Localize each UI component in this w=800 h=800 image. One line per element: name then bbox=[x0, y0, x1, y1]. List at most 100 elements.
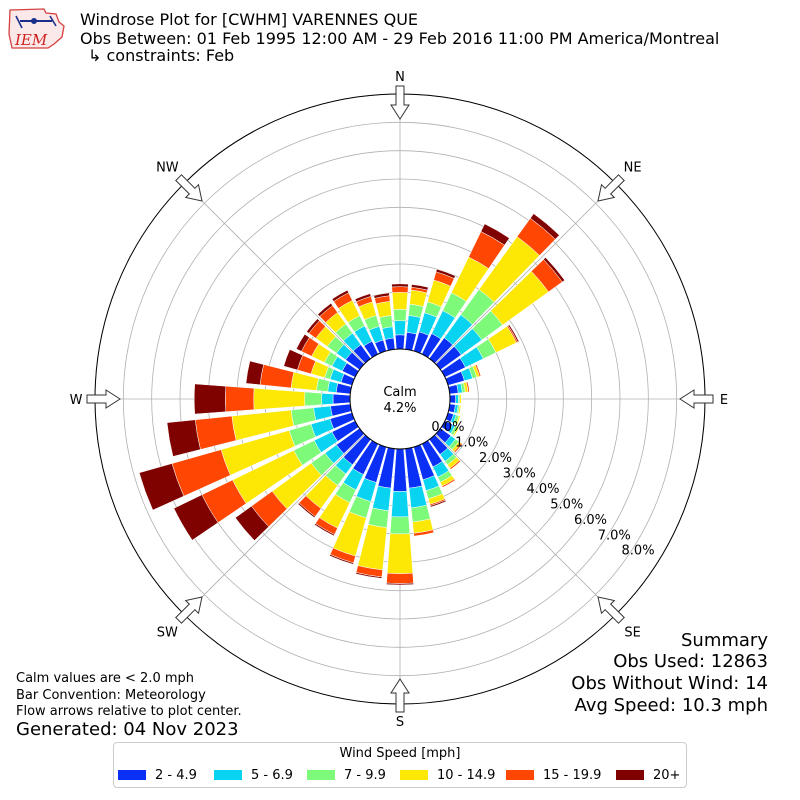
flow-arrows-note: Flow arrows relative to plot center. bbox=[16, 704, 242, 719]
bar-segment-80-bin-5 bbox=[466, 381, 470, 393]
bar-segment-350-bin-2 bbox=[381, 326, 395, 340]
bar-segment-310-bin-6 bbox=[306, 318, 320, 334]
bar-segment-170-bin-2 bbox=[408, 485, 428, 509]
direction-label-SW: SW bbox=[157, 626, 178, 641]
bar-segment-270-bin-2 bbox=[321, 392, 334, 406]
calm-circle bbox=[349, 348, 451, 450]
chart-title: Windrose Plot for [CWHM] VARENNES QUE bbox=[80, 10, 419, 29]
bar-segment-280-bin-6 bbox=[245, 360, 264, 386]
radial-tick-label: 5.0% bbox=[550, 497, 583, 512]
legend-item-bin-6: 20+ bbox=[616, 768, 680, 783]
flow-arrow-SE-icon bbox=[597, 596, 625, 624]
legend-item-bin-2: 5 - 6.9 bbox=[214, 767, 293, 783]
bar-segment-20-bin-6 bbox=[435, 268, 456, 279]
bar-segment-180-bin-1 bbox=[392, 448, 408, 492]
grid-spoke bbox=[435, 183, 616, 364]
bar-segment-90-bin-1 bbox=[449, 394, 456, 404]
bar-segment-120-bin-4 bbox=[452, 426, 460, 437]
bar-segment-270-bin-6 bbox=[193, 383, 227, 415]
direction-label-E: E bbox=[720, 393, 728, 408]
calm-value: 4.2% bbox=[383, 401, 416, 416]
bar-segment-0-bin-6 bbox=[391, 283, 409, 288]
direction-label-W: W bbox=[70, 393, 83, 408]
bar-segment-170-bin-5 bbox=[413, 529, 435, 537]
bar-segment-210-bin-6 bbox=[314, 523, 335, 537]
bar-segment-180-bin-3 bbox=[389, 516, 411, 535]
bar-segment-340-bin-6 bbox=[354, 293, 372, 303]
bar-segment-330-bin-6 bbox=[331, 289, 349, 302]
legend-item-bin-3: 7 - 9.9 bbox=[307, 768, 386, 783]
legend-title: Wind Speed [mph] bbox=[339, 746, 461, 761]
bar-segment-260-bin-6 bbox=[166, 419, 201, 457]
bar-segment-260-bin-3 bbox=[290, 407, 317, 427]
bar-segment-350-bin-4 bbox=[375, 301, 392, 318]
bar-segment-350-bin-6 bbox=[373, 292, 390, 299]
bar-segment-0-bin-3 bbox=[393, 309, 407, 322]
bar-segment-240-bin-6 bbox=[173, 494, 219, 541]
calm-note: Calm values are < 2.0 mph bbox=[16, 671, 195, 686]
bar-segment-190-bin-2 bbox=[372, 485, 392, 512]
legend-label-bin-2: 5 - 6.9 bbox=[251, 767, 293, 783]
bar-segment-350-bin-3 bbox=[379, 315, 393, 329]
bar-segment-10-bin-4 bbox=[409, 289, 428, 307]
bar-segment-180-bin-4 bbox=[386, 533, 414, 574]
flow-arrow-S-icon bbox=[390, 678, 410, 713]
bar-segment-0-bin-1 bbox=[395, 334, 405, 350]
bar-segment-90-bin-4 bbox=[459, 394, 462, 404]
bar-segment-60-bin-6 bbox=[507, 324, 520, 343]
bar-convention-note: Bar Convention: Meteorology bbox=[16, 688, 206, 703]
bar-segment-180-bin-2 bbox=[391, 490, 409, 518]
bar-segment-270-bin-3 bbox=[304, 391, 323, 407]
bar-segment-270-bin-1 bbox=[332, 393, 351, 405]
grid-spoke bbox=[184, 183, 365, 364]
bar-segment-10-bin-2 bbox=[406, 315, 421, 335]
bar-segment-320-bin-6 bbox=[317, 302, 333, 317]
bar-segment-200-bin-6 bbox=[329, 554, 354, 565]
radial-tick-label: 6.0% bbox=[574, 513, 607, 528]
bar-segment-350-bin-1 bbox=[384, 337, 396, 351]
bar-segment-190-bin-3 bbox=[367, 507, 389, 528]
legend-swatch-bin-1 bbox=[118, 770, 146, 780]
calm-label: Calm bbox=[383, 385, 416, 400]
bar-segment-190-bin-6 bbox=[355, 572, 383, 579]
direction-label-S: S bbox=[396, 715, 404, 730]
bar-segment-160-bin-6 bbox=[429, 499, 447, 508]
direction-label-SE: SE bbox=[624, 626, 640, 641]
radial-tick-label: 1.0% bbox=[455, 436, 488, 451]
logo-text: IEM bbox=[14, 31, 48, 49]
bar-segment-110-bin-4 bbox=[455, 415, 461, 426]
flow-arrow-N-icon bbox=[390, 85, 410, 120]
legend-swatch-bin-3 bbox=[307, 770, 335, 780]
flow-arrow-W-icon bbox=[86, 389, 121, 409]
bar-segment-70-bin-5 bbox=[474, 364, 482, 377]
generated-date: Generated: 04 Nov 2023 bbox=[16, 719, 239, 740]
direction-label-NE: NE bbox=[624, 160, 642, 175]
bar-segment-180-bin-5 bbox=[386, 572, 414, 584]
legend-swatch-bin-6 bbox=[616, 770, 644, 780]
chart-constraints: ↳ constraints: Feb bbox=[88, 46, 235, 65]
flow-arrow-SW-icon bbox=[175, 596, 203, 624]
bar-segment-0-bin-5 bbox=[391, 286, 409, 293]
legend-label-bin-1: 2 - 4.9 bbox=[155, 767, 197, 783]
bar-segment-280-bin-3 bbox=[316, 378, 330, 392]
flow-arrow-NW-icon bbox=[175, 174, 203, 202]
bar-segment-90-bin-2 bbox=[455, 394, 459, 404]
direction-label-NW: NW bbox=[156, 160, 179, 175]
summary-title: Summary bbox=[681, 630, 768, 651]
summary-avg-speed: Avg Speed: 10.3 mph bbox=[574, 695, 768, 716]
radial-tick-label: 7.0% bbox=[598, 528, 631, 543]
bar-segment-280-bin-5 bbox=[259, 364, 295, 389]
radial-tick-label: 8.0% bbox=[622, 544, 655, 559]
chart-subtitle: Obs Between: 01 Feb 1995 12:00 AM - 29 F… bbox=[80, 29, 720, 48]
bar-segment-300-bin-6 bbox=[295, 333, 310, 352]
bar-segment-180-bin-6 bbox=[386, 582, 414, 586]
grid-spoke bbox=[435, 434, 616, 615]
bar-segment-140-bin-5 bbox=[449, 459, 461, 470]
bar-segment-130-bin-5 bbox=[453, 442, 463, 453]
legend-swatch-bin-2 bbox=[214, 770, 242, 780]
bar-segment-290-bin-6 bbox=[283, 349, 304, 371]
bar-segment-0-bin-2 bbox=[393, 320, 407, 336]
direction-label-N: N bbox=[395, 70, 405, 85]
grid-spoke bbox=[184, 434, 365, 615]
